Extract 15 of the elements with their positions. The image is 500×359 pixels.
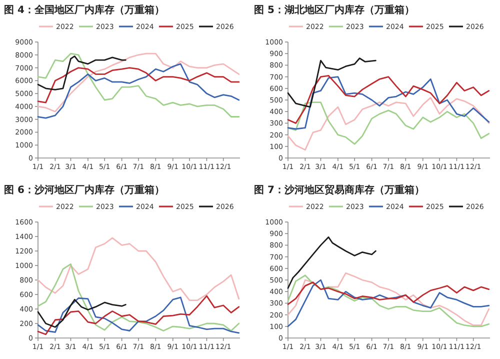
chart-title: 图 4：全国地区厂内库存（万重箱）	[4, 4, 164, 16]
line-series	[287, 58, 376, 108]
chart-title: 图 5：湖北地区厂内库存（万重箱）	[254, 4, 414, 16]
line-series	[37, 63, 240, 119]
line-series	[37, 298, 126, 328]
line-series	[37, 237, 240, 301]
line-series	[37, 55, 126, 90]
line-series	[37, 67, 240, 104]
line-series	[287, 96, 490, 151]
line-series	[37, 263, 240, 332]
line-series	[287, 102, 490, 145]
chart-title: 图 6：沙河地区厂内库存（万重箱）	[4, 184, 164, 196]
line-series	[287, 282, 490, 306]
line-series	[287, 236, 376, 289]
chart-title: 图 7：沙河地区贸易商库存（万重箱）	[254, 184, 424, 196]
